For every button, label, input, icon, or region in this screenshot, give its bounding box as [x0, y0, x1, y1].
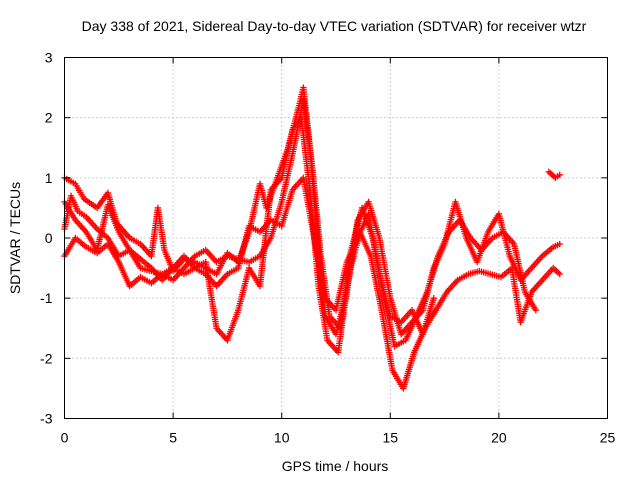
series-track-b	[61, 96, 540, 350]
y-tick-label: 3	[45, 50, 53, 66]
x-tick-labels: 0 5 10 15 20 25	[61, 430, 616, 446]
y-tick-label: -3	[40, 411, 53, 427]
y-tick-label: 2	[45, 110, 53, 126]
data-points	[61, 84, 563, 392]
data-point	[556, 270, 563, 278]
x-tick-label: 15	[383, 430, 399, 446]
axis-ticks	[64, 57, 608, 419]
data-point	[556, 171, 563, 179]
x-axis-label: GPS time / hours	[282, 458, 389, 474]
x-tick-label: 25	[600, 430, 616, 446]
chart-title: Day 338 of 2021, Sidereal Day-to-day VTE…	[82, 18, 587, 34]
y-tick-labels: -3 -2 -1 0 1 2 3	[40, 50, 53, 427]
grid-lines	[64, 57, 608, 419]
data-point	[556, 240, 563, 248]
y-tick-label: -2	[40, 350, 53, 366]
x-tick-label: 0	[61, 430, 69, 446]
y-tick-label: -1	[40, 290, 53, 306]
x-tick-label: 5	[169, 430, 177, 446]
x-tick-label: 10	[274, 430, 290, 446]
plot-frame	[64, 57, 608, 419]
data-point	[430, 294, 437, 302]
series-track-d	[61, 168, 563, 338]
x-tick-label: 20	[491, 430, 507, 446]
y-axis-label: SDTVAR / TECUs	[7, 182, 23, 294]
y-tick-label: 1	[45, 170, 53, 186]
y-tick-label: 0	[45, 230, 53, 246]
data-point	[532, 307, 540, 314]
